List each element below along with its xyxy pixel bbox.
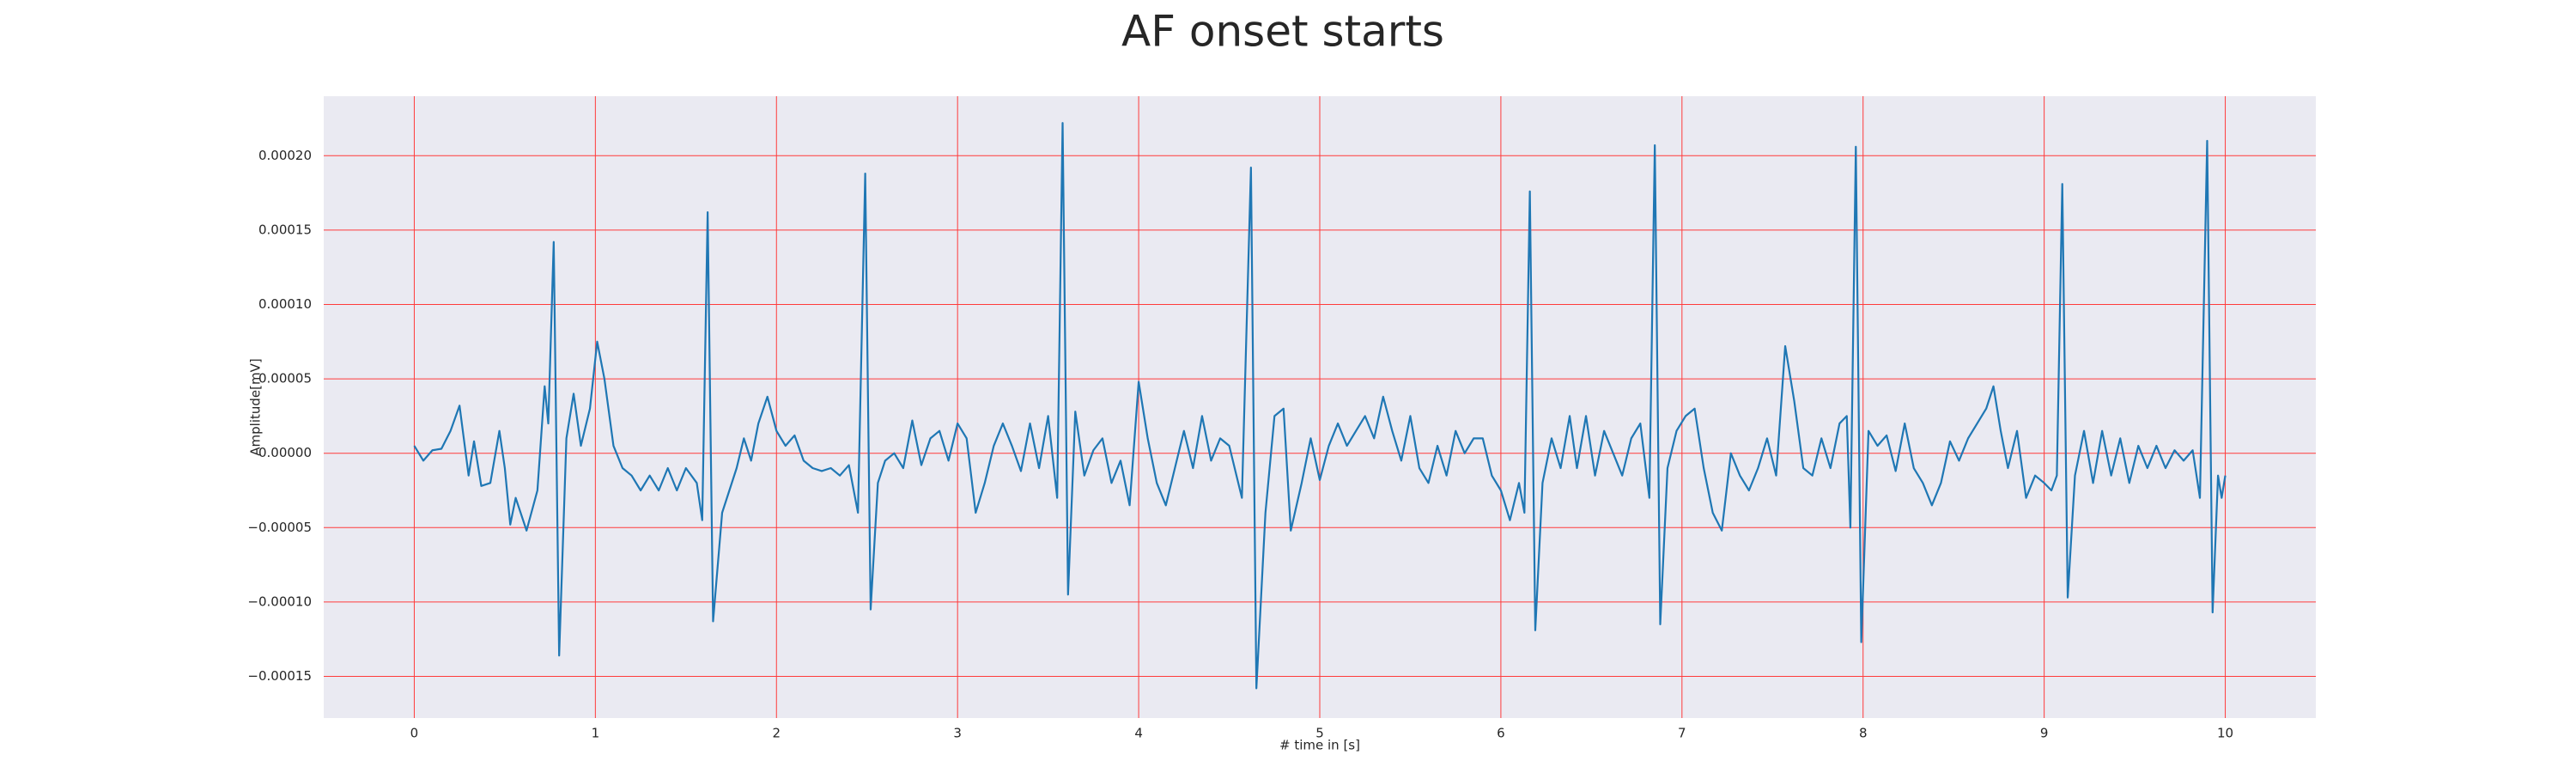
y-tick-label: 0.00020: [258, 148, 312, 163]
x-tick-label: 9: [2040, 726, 2049, 741]
y-tick-label: 0.00010: [258, 296, 312, 312]
ecg-line: [413, 122, 2227, 690]
y-tick-label: −0.00010: [247, 593, 312, 609]
y-tick-label: 0.00015: [258, 222, 312, 237]
x-tick-label: 6: [1497, 726, 1505, 741]
chart-title: AF onset starts: [1121, 7, 1444, 57]
x-tick-label: 5: [1315, 726, 1324, 741]
y-tick-label: 0.00005: [258, 371, 312, 386]
x-tick-label: 10: [2217, 726, 2233, 741]
x-tick-label: 7: [1678, 726, 1686, 741]
y-axis-label: Amplitude[mV]: [248, 358, 264, 455]
x-axis-label: # time in [s]: [1279, 738, 1360, 753]
y-tick-label: −0.00005: [247, 520, 312, 535]
x-tick-label: 8: [1859, 726, 1868, 741]
x-tick-label: 3: [953, 726, 962, 741]
x-tick-label: 1: [592, 726, 600, 741]
x-tick-label: 4: [1134, 726, 1143, 741]
y-tick-label: −0.00015: [247, 668, 312, 684]
x-tick-label: 0: [410, 726, 419, 741]
x-tick-label: 2: [772, 726, 781, 741]
y-tick-label: 0.00000: [258, 445, 312, 460]
